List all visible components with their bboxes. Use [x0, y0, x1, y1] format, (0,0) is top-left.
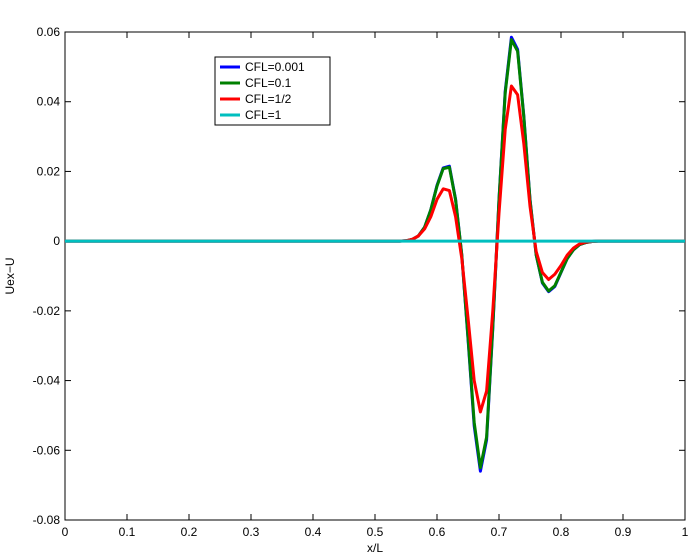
x-tick-label: 0.7 — [491, 525, 508, 539]
legend-label: CFL=1/2 — [245, 92, 292, 106]
series-line — [65, 84, 685, 414]
y-tick-label: -0.02 — [33, 304, 61, 318]
legend-label: CFL=0.1 — [245, 76, 292, 90]
y-tick-label: -0.04 — [33, 374, 61, 388]
legend-label: CFL=0.001 — [245, 60, 305, 74]
y-tick-label: -0.08 — [33, 513, 61, 527]
y-tick-label: 0 — [53, 234, 60, 248]
plot-frame — [64, 31, 686, 521]
y-axis-label: Uex−U — [3, 257, 17, 294]
x-tick-label: 0.9 — [615, 525, 632, 539]
x-tick-label: 0 — [62, 525, 69, 539]
y-tick-label: 0.02 — [37, 164, 61, 178]
y-tick-label: 0.04 — [37, 95, 61, 109]
x-tick-label: 0.2 — [181, 525, 198, 539]
x-tick-label: 1 — [682, 525, 689, 539]
x-tick-label: 0.8 — [553, 525, 570, 539]
legend-label: CFL=1 — [245, 108, 282, 122]
x-axis-label: x/L — [367, 541, 383, 555]
x-tick-label: 0.6 — [429, 525, 446, 539]
x-tick-label: 0.4 — [305, 525, 322, 539]
x-tick-label: 0.1 — [119, 525, 136, 539]
y-tick-label: 0.06 — [37, 25, 61, 39]
x-tick-label: 0.3 — [243, 525, 260, 539]
y-tick-label: -0.06 — [33, 443, 61, 457]
x-tick-label: 0.5 — [367, 525, 384, 539]
